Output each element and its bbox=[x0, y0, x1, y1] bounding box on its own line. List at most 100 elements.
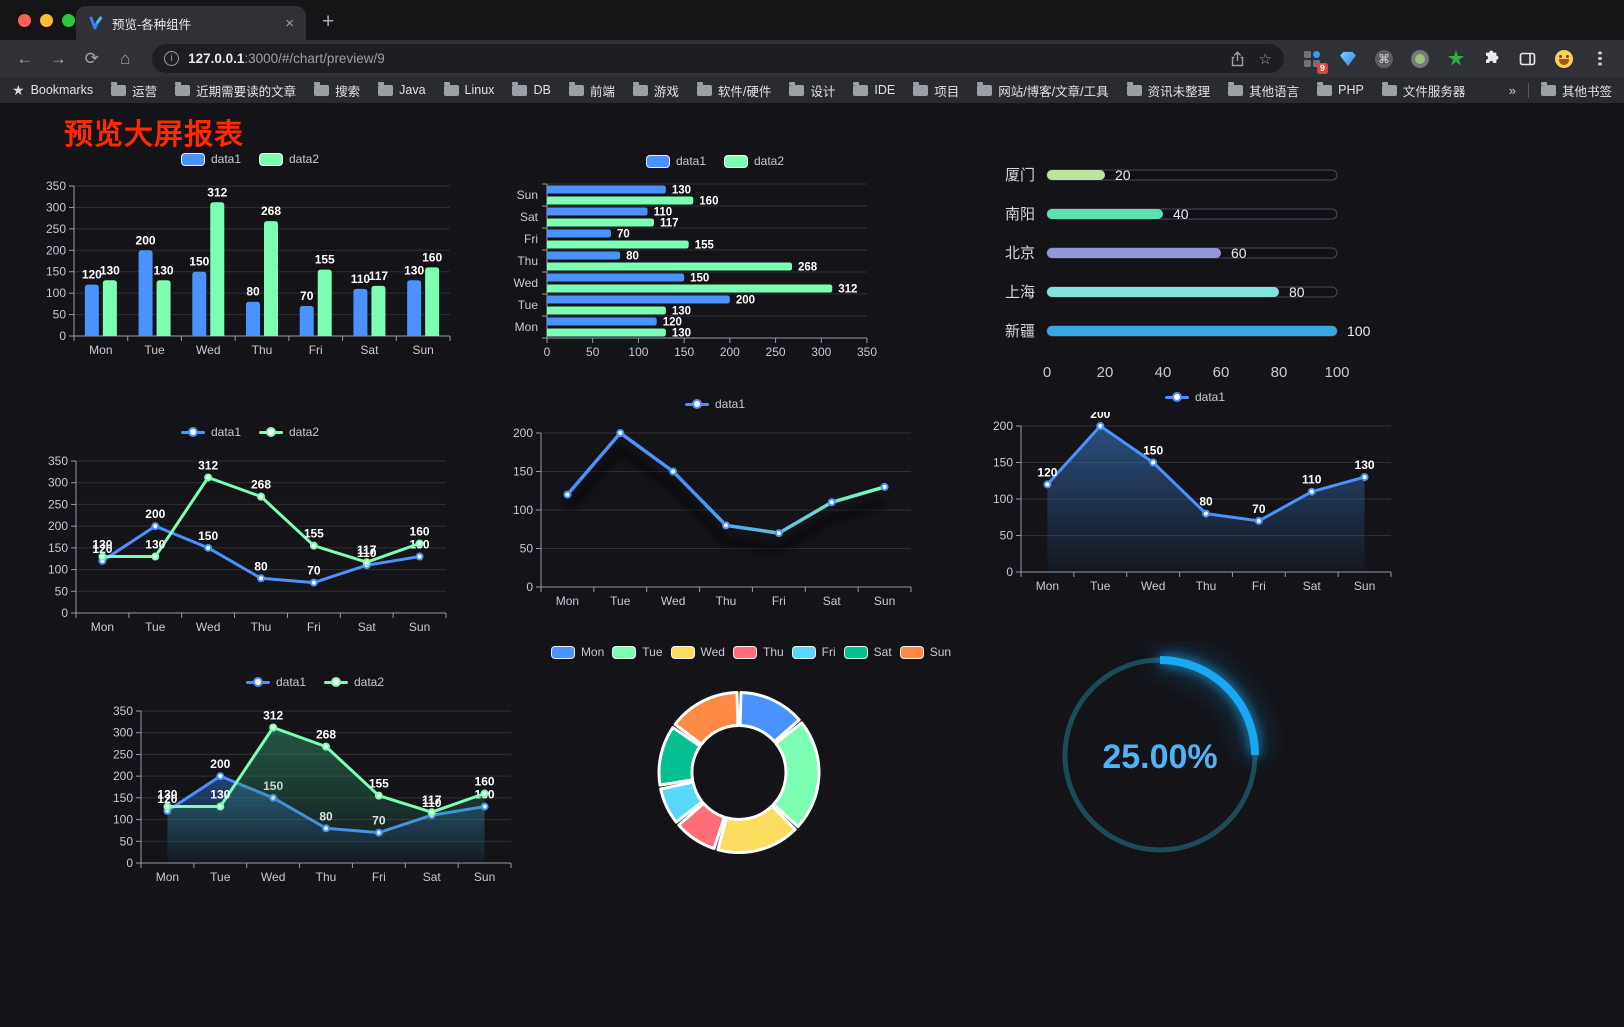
bookmark-folder-item[interactable]: 项目 bbox=[913, 81, 959, 100]
bookmark-folder-item[interactable]: 软件/硬件 bbox=[696, 81, 771, 100]
svg-text:160: 160 bbox=[410, 525, 430, 539]
two-series-line-chart[interactable]: data1 data2 0 50 100 150 200 250 300 350 Mon Tue Wed… bbox=[40, 421, 460, 641]
command-extension-icon[interactable]: ⌘ bbox=[1374, 49, 1394, 69]
weekday-donut-chart[interactable]: Mon Tue Wed Thu Fri Sat Sun bbox=[545, 641, 957, 886]
horizontal-bar-chart[interactable]: data1 data2 0 50 100 150 200 250 300 350 Sun 130 160… bbox=[505, 150, 925, 368]
svg-text:100: 100 bbox=[46, 286, 66, 300]
legend-swatch bbox=[550, 645, 575, 659]
bookmark-folder-item[interactable]: 前端 bbox=[568, 81, 615, 100]
back-icon[interactable]: ← bbox=[16, 48, 34, 68]
svg-text:Mon: Mon bbox=[89, 343, 112, 357]
bookmarks-root-item[interactable]: ★ Bookmarks bbox=[12, 82, 93, 99]
bookmark-folder-item[interactable]: 设计 bbox=[789, 81, 835, 100]
folder-icon bbox=[913, 81, 929, 96]
tab-close-icon[interactable]: × bbox=[285, 14, 294, 32]
recorder-extension-icon[interactable] bbox=[1410, 49, 1430, 69]
svg-text:100: 100 bbox=[628, 345, 648, 359]
svg-text:Sun: Sun bbox=[412, 343, 433, 357]
green-star-extension-icon[interactable] bbox=[1446, 49, 1466, 69]
svg-text:250: 250 bbox=[766, 345, 786, 359]
legend-item-data1[interactable]: data1 bbox=[180, 425, 241, 439]
legend-item-data2[interactable]: data2 bbox=[259, 425, 319, 439]
legend-item-data1[interactable]: data1 bbox=[245, 675, 306, 689]
legend-line-marker bbox=[259, 426, 283, 438]
reload-icon[interactable]: ⟳ bbox=[84, 48, 99, 68]
legend-swatch bbox=[724, 154, 748, 168]
legend-item-data1[interactable]: data1 bbox=[645, 154, 706, 168]
other-bookmarks-item[interactable]: 其他书签 bbox=[1540, 81, 1612, 100]
bookmark-folder-item[interactable]: 运营 bbox=[111, 81, 157, 100]
bookmark-folder-item[interactable]: 资讯未整理 bbox=[1126, 81, 1210, 100]
bookmark-folder-item[interactable]: Linux bbox=[443, 81, 494, 97]
area-line-chart[interactable]: data1 0 50 100 150 200 Mon Tue Wed Thu Fri Sat Sun 12… bbox=[985, 386, 1405, 600]
share-icon[interactable] bbox=[1230, 50, 1245, 67]
legend-item-Mon[interactable]: Mon bbox=[550, 645, 604, 659]
legend-item-data2[interactable]: data2 bbox=[259, 152, 319, 166]
legend-swatch bbox=[259, 152, 283, 166]
address-bar[interactable]: i 127.0.0.1:3000/#/chart/preview/9 ☆ bbox=[152, 44, 1284, 73]
emoji-extension-icon[interactable] bbox=[1554, 49, 1574, 69]
folder-icon bbox=[512, 81, 528, 96]
bookmark-folder-item[interactable]: DB bbox=[512, 81, 551, 97]
bookmark-folder-item[interactable]: 游戏 bbox=[632, 81, 679, 100]
svg-text:300: 300 bbox=[48, 476, 68, 490]
url-host: 127.0.0.1 bbox=[188, 51, 245, 66]
legend-item-Sat[interactable]: Sat bbox=[843, 645, 892, 659]
bookmark-folder-item[interactable]: 搜索 bbox=[314, 81, 360, 100]
folder-icon bbox=[378, 81, 394, 96]
legend-item-data1[interactable]: data1 bbox=[684, 397, 745, 411]
svg-text:Sun: Sun bbox=[1354, 579, 1375, 593]
gradient-line-chart[interactable]: data1 0 50 100 150 200 Mon Tue Wed Thu Fri Sat Sun bbox=[505, 393, 925, 613]
bookmark-folder-item[interactable]: 网站/博客/文章/工具 bbox=[977, 81, 1109, 100]
svg-text:70: 70 bbox=[300, 289, 314, 303]
legend-item-data1[interactable]: data1 bbox=[1164, 390, 1225, 404]
close-window-button[interactable] bbox=[18, 14, 31, 27]
bookmark-folder-item[interactable]: IDE bbox=[853, 81, 895, 97]
site-info-icon[interactable]: i bbox=[164, 51, 180, 66]
legend-item-Wed[interactable]: Wed bbox=[670, 645, 725, 659]
browser-menu-icon[interactable] bbox=[1590, 49, 1610, 69]
legend-item-Fri[interactable]: Fri bbox=[791, 645, 836, 659]
legend-swatch bbox=[645, 154, 670, 168]
legend-swatch bbox=[791, 645, 816, 659]
two-series-area-chart[interactable]: data1 data2 0 50 100 150 200 250 300 350 Mon Tue Wed… bbox=[105, 671, 525, 891]
legend-item-data1[interactable]: data1 bbox=[180, 152, 241, 166]
folder-icon bbox=[1228, 81, 1244, 96]
legend-item-Sun[interactable]: Sun bbox=[899, 645, 951, 659]
legend-item-Thu[interactable]: Thu bbox=[732, 645, 784, 659]
legend-swatch bbox=[670, 645, 695, 659]
gem-extension-icon[interactable] bbox=[1338, 49, 1358, 69]
chart-legend: data1 data2 bbox=[40, 421, 460, 443]
new-tab-button[interactable]: + bbox=[322, 10, 335, 33]
bookmark-star-icon[interactable]: ☆ bbox=[1258, 50, 1272, 68]
bookmark-folder-label: 其他语言 bbox=[1249, 84, 1300, 99]
tab-manager-extension-icon[interactable]: 9 bbox=[1302, 49, 1328, 74]
zoom-window-button[interactable] bbox=[62, 14, 75, 27]
bookmark-folder-item[interactable]: 其他语言 bbox=[1228, 81, 1299, 100]
bookmarks-overflow-chevron-icon[interactable]: » bbox=[1508, 82, 1516, 98]
svg-text:80: 80 bbox=[254, 559, 268, 573]
side-panel-icon[interactable] bbox=[1518, 49, 1538, 69]
svg-text:117: 117 bbox=[369, 269, 389, 283]
url-text[interactable]: 127.0.0.1:3000/#/chart/preview/9 bbox=[188, 51, 1220, 66]
percent-gauge-chart[interactable]: 25.00% bbox=[1015, 641, 1305, 886]
browser-tab[interactable]: 预览-各种组件 × bbox=[76, 6, 306, 40]
city-progress-chart[interactable]: 厦门 20 南阳 40 北京 60 上海 80 新疆 100 0 20 40 60 80 100 bbox=[985, 153, 1405, 388]
svg-text:150: 150 bbox=[46, 265, 66, 279]
grouped-bar-chart[interactable]: data1 data2 0 50 100 150 200 250 300 350 Mon Tue Wed… bbox=[40, 148, 460, 366]
folder-icon bbox=[789, 81, 805, 96]
legend-item-data2[interactable]: data2 bbox=[324, 675, 384, 689]
minimize-window-button[interactable] bbox=[40, 14, 53, 27]
legend-label: Sat bbox=[873, 645, 892, 659]
puzzle-extensions-icon[interactable] bbox=[1482, 49, 1502, 69]
bookmark-folder-item[interactable]: Java bbox=[378, 81, 426, 97]
forward-icon[interactable]: → bbox=[49, 48, 67, 68]
bookmark-folder-item[interactable]: PHP bbox=[1317, 81, 1364, 97]
legend-item-Tue[interactable]: Tue bbox=[612, 645, 663, 659]
legend-item-data2[interactable]: data2 bbox=[724, 154, 784, 168]
svg-text:268: 268 bbox=[261, 204, 281, 218]
svg-text:350: 350 bbox=[113, 704, 133, 718]
bookmark-folder-item[interactable]: 文件服务器 bbox=[1381, 81, 1465, 100]
bookmark-folder-item[interactable]: 近期需要读的文章 bbox=[175, 81, 296, 100]
home-icon[interactable]: ⌂ bbox=[120, 48, 131, 68]
